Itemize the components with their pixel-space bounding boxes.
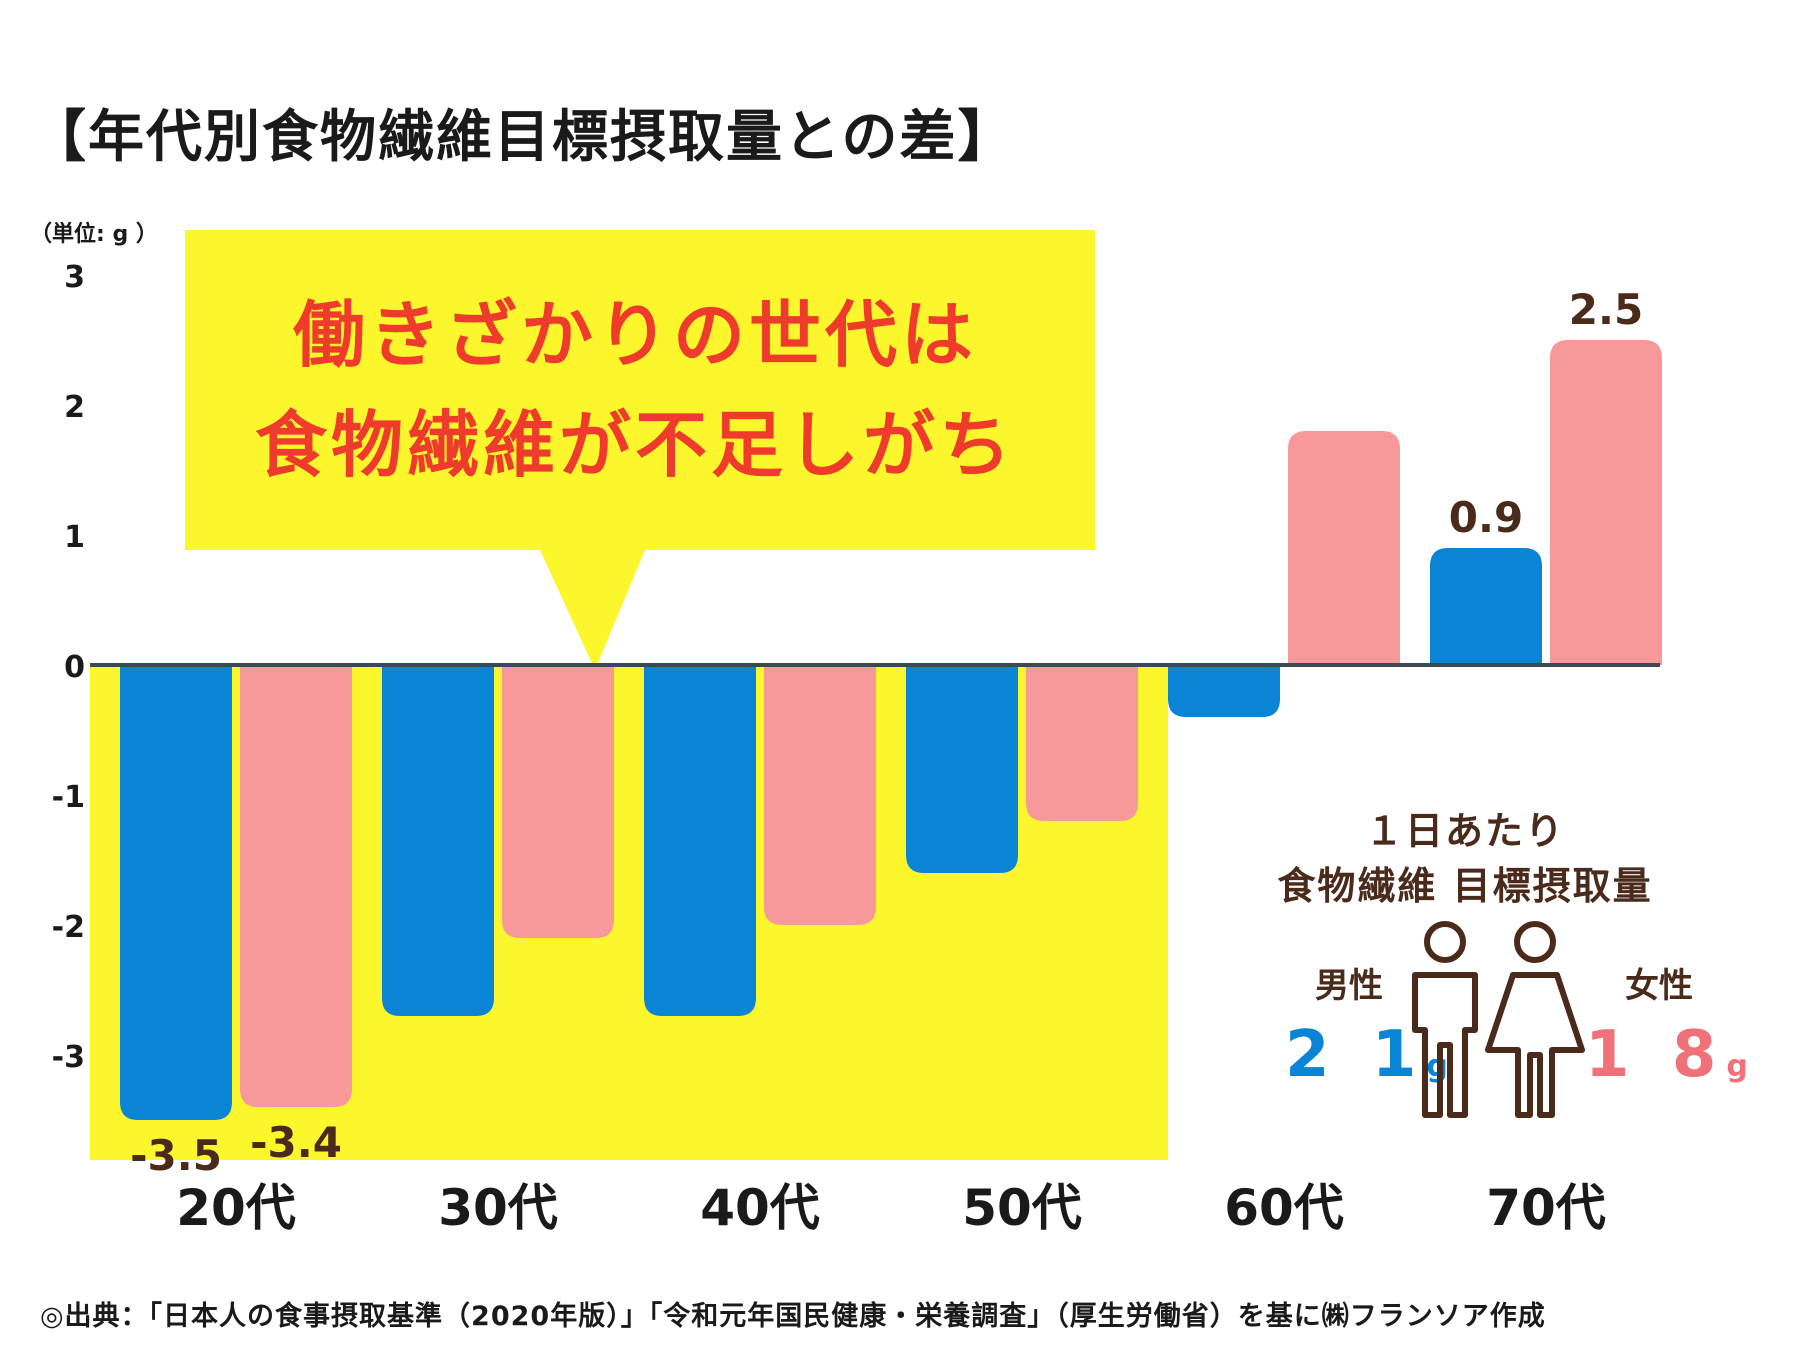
- bar-female: [1026, 665, 1138, 821]
- bar-female: [1550, 340, 1662, 665]
- callout-line-1: 働きざかりの世代は: [292, 293, 977, 377]
- x-category-label: 50代: [962, 1179, 1082, 1237]
- chart-title: 【年代別食物繊維目標摂取量との差】: [30, 105, 1016, 170]
- unit-label: （単位: g ）: [30, 222, 158, 247]
- callout-pointer: [540, 550, 645, 670]
- data-label: -3.4: [250, 1118, 342, 1167]
- callout-background: [185, 230, 1095, 550]
- y-tick-label: 1: [64, 520, 85, 555]
- female-figure-icon: [1485, 921, 1585, 1118]
- bar-female: [502, 665, 614, 938]
- female-value: 1 8: [1585, 1018, 1727, 1092]
- data-label: -3.5: [130, 1131, 222, 1180]
- male-label: 男性: [1315, 966, 1383, 1006]
- y-tick-label: 3: [64, 260, 85, 295]
- female-unit: g: [1726, 1049, 1748, 1084]
- x-category-label: 70代: [1486, 1179, 1606, 1237]
- y-tick-label: 2: [64, 390, 85, 425]
- people-illustration: [1412, 921, 1585, 1118]
- callout-line-2: 食物繊維が不足しがち: [254, 403, 1015, 487]
- y-tick-label: -1: [52, 780, 85, 815]
- male-figure-icon: [1412, 921, 1478, 1118]
- bar-male: [1430, 548, 1542, 665]
- source-note: ◎出典：「日本人の食事摂取基準（2020年版）」「令和元年国民健康・栄養調査」（…: [40, 1301, 1546, 1332]
- bar-female: [240, 665, 352, 1107]
- callout-box: 働きざかりの世代は 食物繊維が不足しがち: [185, 230, 1085, 550]
- x-category-label: 40代: [700, 1179, 820, 1237]
- y-tick-label: -3: [52, 1040, 85, 1075]
- bar-male: [644, 665, 756, 1016]
- data-label: 2.5: [1569, 285, 1643, 334]
- y-tick-label: -2: [52, 910, 85, 945]
- bar-female: [1288, 431, 1400, 665]
- bar-female: [764, 665, 876, 925]
- bar-male: [382, 665, 494, 1016]
- x-category-label: 60代: [1224, 1179, 1344, 1237]
- x-category-label: 20代: [176, 1179, 296, 1237]
- bar-male: [120, 665, 232, 1120]
- female-label: 女性: [1625, 966, 1693, 1006]
- data-label: 0.9: [1449, 493, 1523, 542]
- info-heading-2: 食物繊維 目標摂取量: [1277, 864, 1653, 908]
- info-heading-1: １日あたり: [1364, 809, 1565, 853]
- y-tick-label: 0: [64, 650, 85, 685]
- female-target-value: 1 8g: [1585, 1018, 1748, 1092]
- bar-male: [906, 665, 1018, 873]
- x-category-label: 30代: [438, 1179, 558, 1237]
- target-intake-info: １日あたり 食物繊維 目標摂取量 男性 女性 2 1 g 1 8g: [1185, 790, 1785, 1150]
- bar-male: [1168, 665, 1280, 717]
- male-value: 2 1: [1285, 1018, 1427, 1092]
